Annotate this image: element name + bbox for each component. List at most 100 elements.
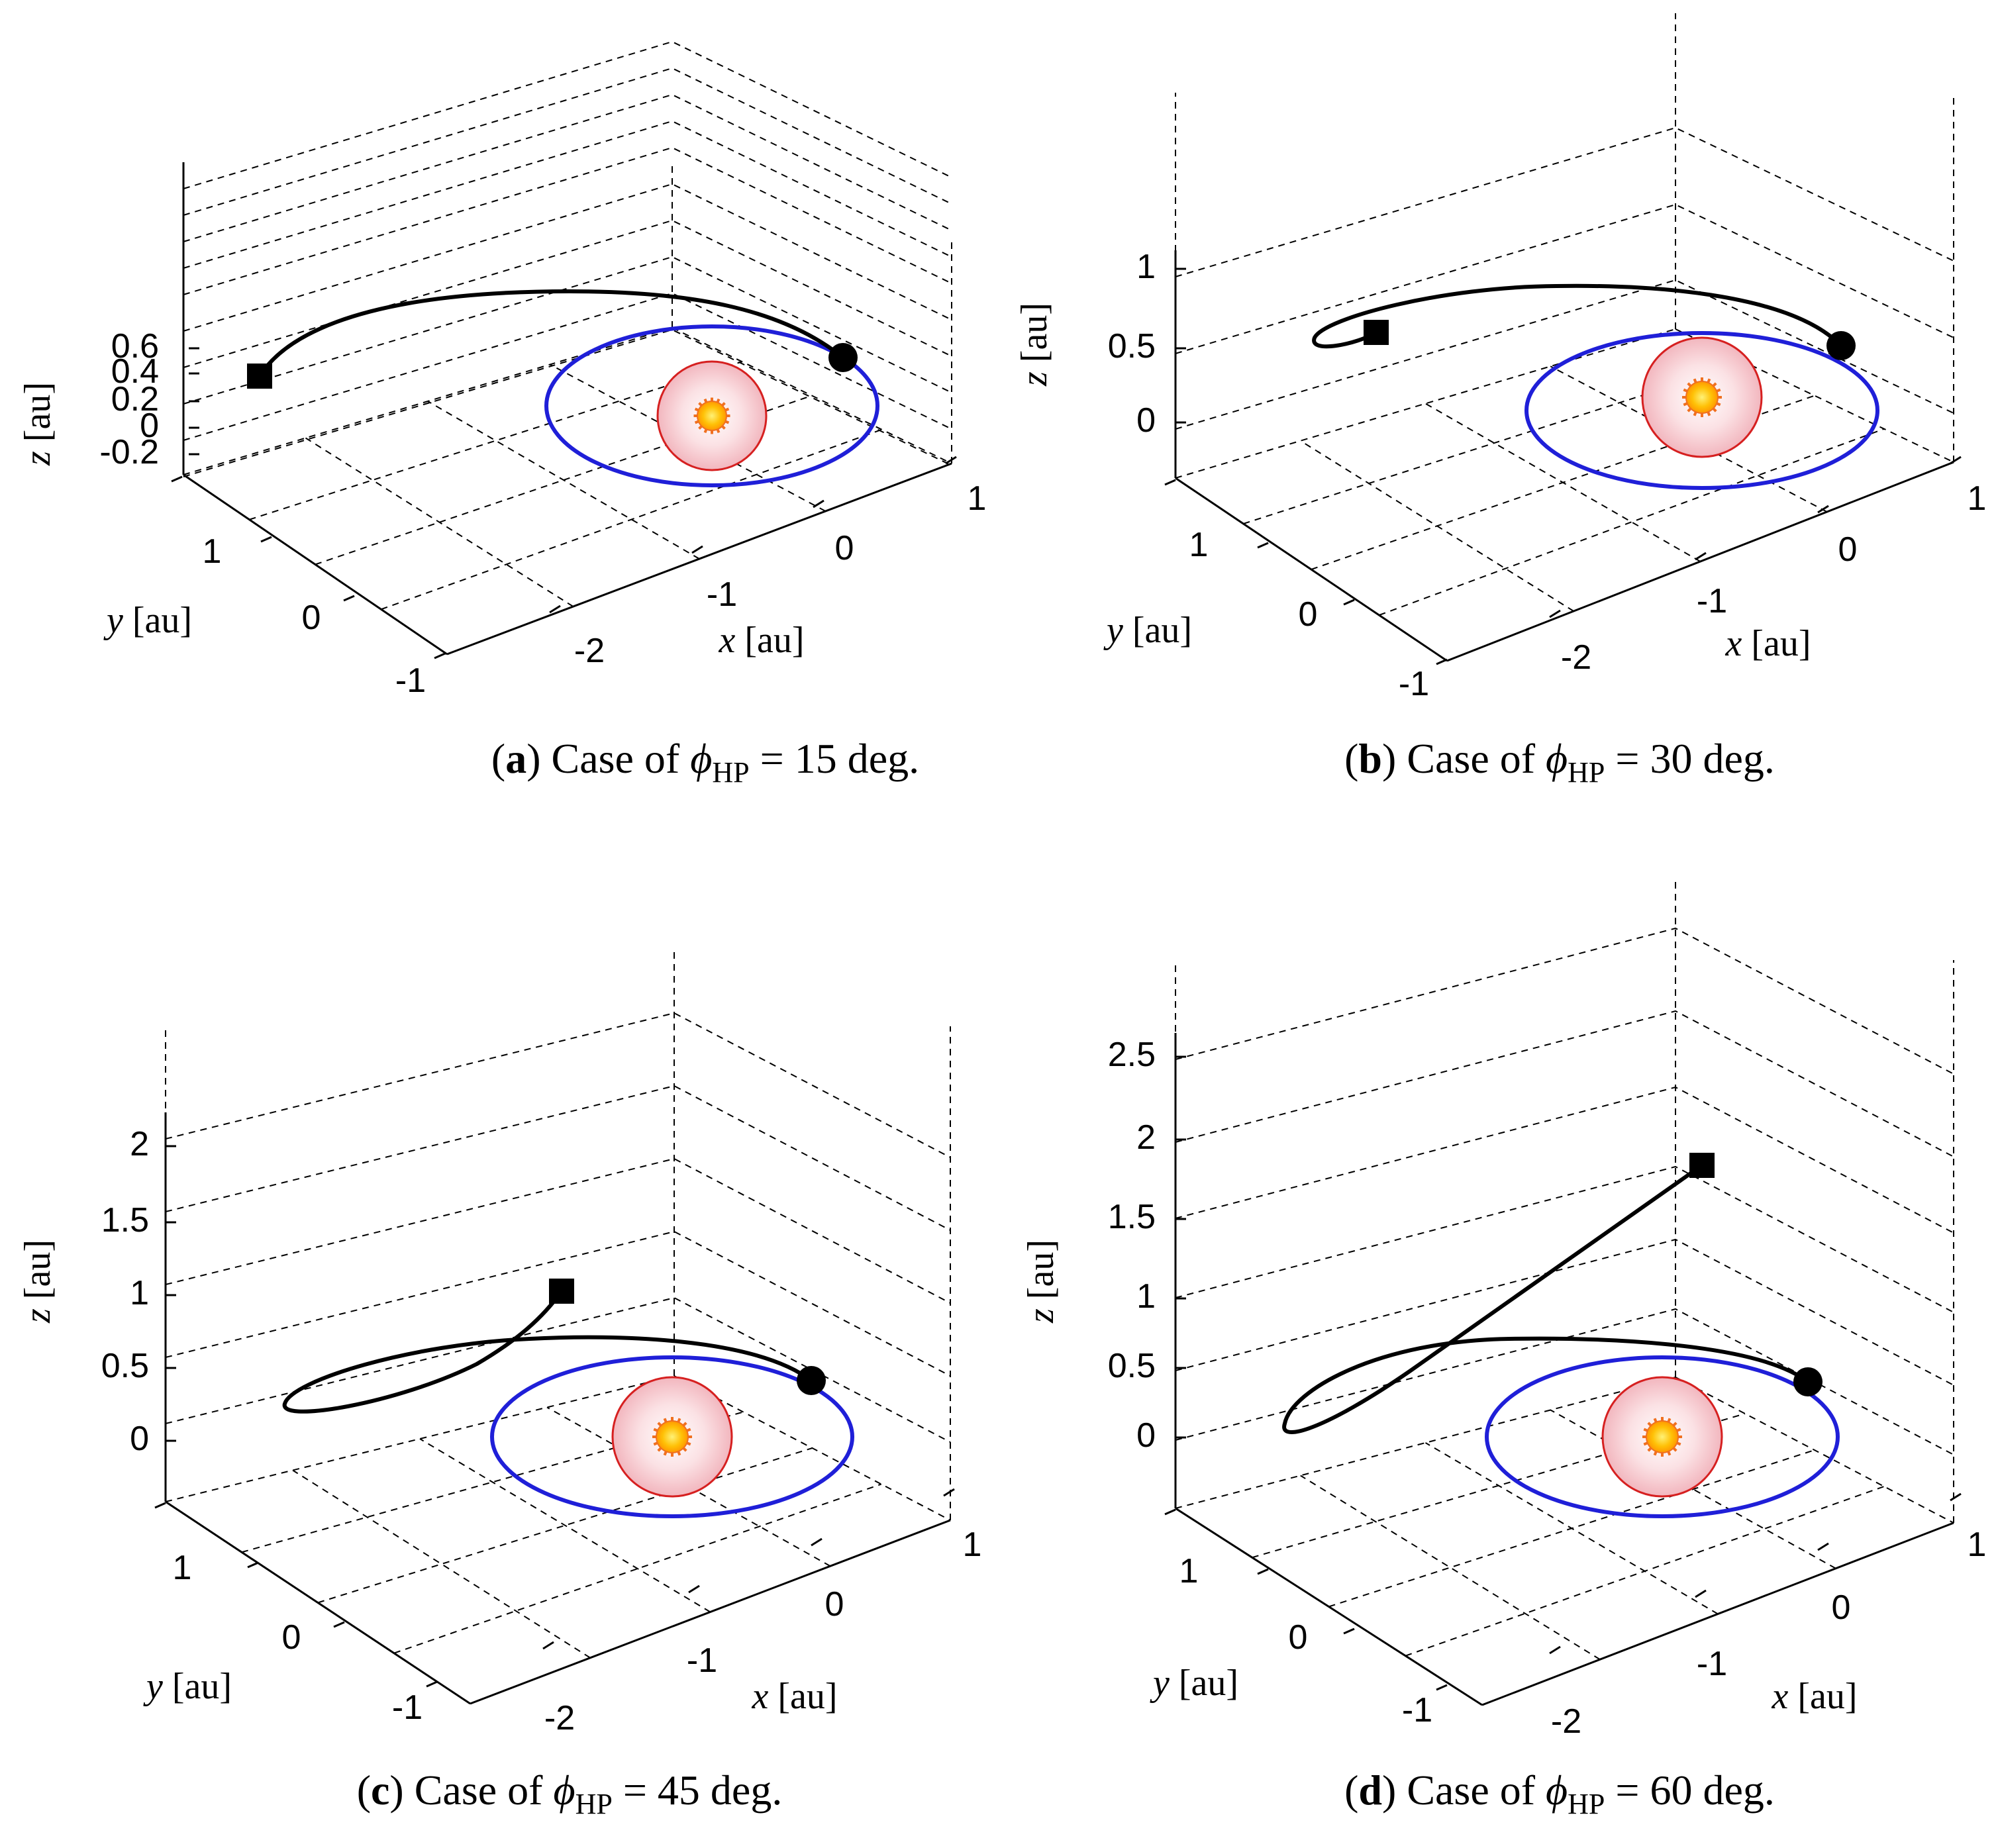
sun-icon xyxy=(656,1420,689,1453)
grid-line-wall xyxy=(183,256,952,405)
earth-orbit-line xyxy=(490,1355,854,1518)
x-tick-label: 1 xyxy=(1968,479,1987,518)
y-tick xyxy=(1343,599,1355,606)
departure-marker xyxy=(1826,331,1856,360)
y-axis-unit: [au] xyxy=(172,1666,232,1707)
arrival-marker xyxy=(1364,320,1389,345)
grid-line-floor xyxy=(292,1469,591,1659)
grid-line-wall xyxy=(1175,203,1954,354)
caption-subscript: HP xyxy=(1568,1788,1605,1820)
earth-orbit-line xyxy=(544,324,879,487)
x-tick xyxy=(813,499,824,509)
y-tick xyxy=(343,595,355,602)
y-tick xyxy=(154,1502,166,1509)
caption-prefix: Case of xyxy=(1407,1767,1546,1814)
y-axis-unit: [au] xyxy=(1132,610,1192,651)
z-tick-label: 0.6 xyxy=(111,327,159,365)
grid-line-floor xyxy=(393,1483,882,1654)
y-axis-var: y xyxy=(1150,1663,1170,1704)
grid-line-floor xyxy=(317,1447,813,1604)
caption-subscript: HP xyxy=(1568,756,1605,789)
y-tick-label: 1 xyxy=(1179,1552,1199,1590)
z-tick-label: 0.2 xyxy=(111,380,159,418)
x-axis-unit: [au] xyxy=(744,620,804,661)
y-tick xyxy=(1257,542,1269,549)
transfer-trajectory-line xyxy=(1282,1163,1809,1434)
earth-orbit-line xyxy=(1524,331,1879,490)
z-tick-label: 1 xyxy=(130,1274,149,1312)
caption-panel-label: d xyxy=(1358,1767,1382,1814)
y-axis-var: y xyxy=(1103,610,1123,651)
grid-line-wall xyxy=(165,1230,951,1377)
y-axis-label: y [au] xyxy=(1150,1663,1238,1704)
grid-line-floor xyxy=(1379,428,1885,616)
grid-line-floor xyxy=(1405,1486,1885,1657)
y-axis-line xyxy=(183,473,448,656)
z-tick-label: -0.2 xyxy=(99,433,159,471)
x-tick-label: 1 xyxy=(963,1526,982,1564)
x-tick xyxy=(1549,1645,1561,1655)
grid-line-wall xyxy=(165,1012,951,1158)
x-tick-label: -2 xyxy=(1561,638,1591,677)
x-tick-label: 0 xyxy=(835,529,854,567)
caption-symbol: ϕ xyxy=(690,735,712,782)
y-tick-label: 0 xyxy=(1299,595,1318,634)
x-tick-label: 1 xyxy=(1968,1526,1987,1564)
z-axis-var: z xyxy=(1014,371,1055,387)
grid-line-floor xyxy=(1175,1377,1676,1509)
y-tick xyxy=(260,536,272,543)
y-tick xyxy=(1436,658,1448,665)
caption-symbol: ϕ xyxy=(1546,735,1568,782)
grid-line-wall xyxy=(1175,126,1954,277)
grid-line-floor xyxy=(165,1375,675,1502)
caption-paren-close: ) xyxy=(389,1767,414,1814)
y-tick xyxy=(1164,1508,1176,1516)
x-tick-label: -2 xyxy=(574,632,605,670)
y-axis-line xyxy=(1175,477,1448,662)
caption-symbol: ϕ xyxy=(553,1767,575,1814)
y-tick xyxy=(1257,1568,1269,1575)
panel-caption: (c) Case of ϕHP = 45 deg. xyxy=(357,1767,783,1820)
caption-paren-close: ) xyxy=(1382,1767,1407,1814)
caption-paren-open: ( xyxy=(1344,735,1358,782)
x-tick xyxy=(1695,552,1707,561)
z-axis-unit: [au] xyxy=(1014,303,1055,362)
caption-suffix: = 60 deg. xyxy=(1605,1767,1775,1814)
grid-line-floor xyxy=(419,1438,711,1613)
caption-panel-label: b xyxy=(1358,735,1382,782)
arrival-marker xyxy=(549,1279,574,1304)
grid-line-floor xyxy=(672,327,952,464)
z-tick-label: 2.5 xyxy=(1108,1036,1156,1074)
grid-line-wall xyxy=(165,1296,951,1443)
x-tick xyxy=(1950,456,1962,465)
x-axis-line xyxy=(470,1519,951,1705)
x-axis-line xyxy=(446,462,952,656)
y-tick-label: 0 xyxy=(1289,1618,1308,1657)
x-tick xyxy=(549,605,561,614)
z-tick-label: 0 xyxy=(1136,1416,1156,1455)
sun-icon xyxy=(697,401,727,431)
y-tick xyxy=(1343,1628,1355,1635)
x-axis-var: x xyxy=(1771,1676,1788,1717)
departure-marker xyxy=(828,343,858,372)
caption-prefix: Case of xyxy=(552,735,691,782)
z-tick-label: 0 xyxy=(1136,401,1156,440)
x-tick xyxy=(1549,609,1561,618)
y-tick-label: -1 xyxy=(395,661,426,700)
x-axis-line xyxy=(1446,461,1954,662)
z-axis-unit: [au] xyxy=(17,1240,58,1299)
transfer-trajectory-line xyxy=(1312,283,1843,349)
x-tick xyxy=(691,545,703,554)
grid-line-wall xyxy=(183,183,952,332)
y-tick xyxy=(426,1680,438,1688)
caption-paren-open: ( xyxy=(491,735,505,782)
z-tick-label: 2 xyxy=(1136,1118,1156,1157)
caption-paren-close: ) xyxy=(526,735,551,782)
grid-line-wall xyxy=(183,93,952,242)
x-tick xyxy=(688,1584,700,1594)
y-axis-label: y [au] xyxy=(143,1666,232,1707)
grid-line-wall xyxy=(183,40,952,189)
